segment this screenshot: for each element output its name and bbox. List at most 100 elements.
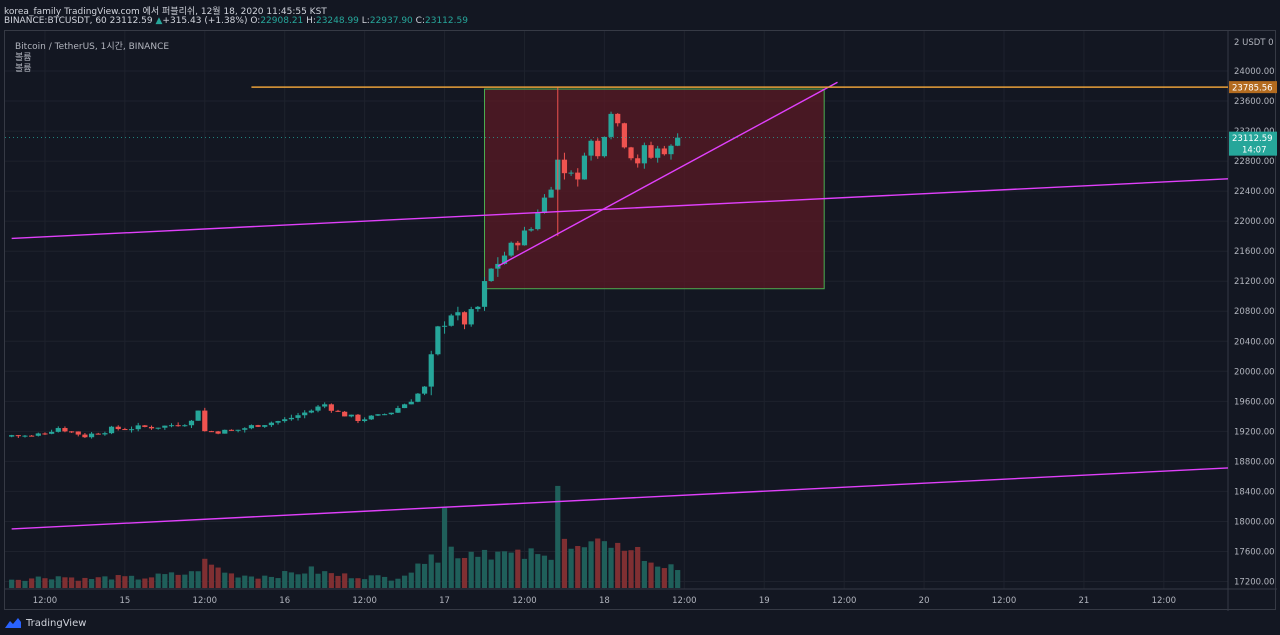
candle-body: [255, 425, 261, 427]
candle-body: [215, 431, 221, 434]
volume-bar: [461, 557, 468, 588]
y-tick-label: 22400.00: [1234, 187, 1275, 197]
volume-bar: [555, 485, 561, 588]
x-tick-label: 12:00: [193, 596, 218, 606]
resistance-price-tag: [1229, 81, 1277, 94]
candle-body: [448, 315, 454, 326]
candle-body: [268, 422, 274, 426]
volume-bar: [435, 562, 441, 588]
volume-bar: [601, 541, 607, 588]
volume-bar: [62, 577, 68, 588]
volume-bar: [355, 578, 361, 588]
close-label: C:: [415, 16, 425, 26]
volume-bar: [535, 554, 541, 588]
publish-info: korea_family TradingView.com 에서 퍼블리쉬, 12…: [4, 7, 327, 17]
volume-bar: [162, 574, 168, 588]
x-tick-label: 20: [919, 596, 930, 606]
volume-bar: [468, 551, 474, 588]
volume-bar: [388, 580, 394, 588]
candle-body: [195, 410, 201, 421]
volume-bar: [248, 576, 255, 588]
y-tick-label: 21600.00: [1234, 247, 1275, 257]
candle-body: [668, 145, 674, 155]
candle-body: [55, 428, 61, 432]
volume-bar: [155, 573, 161, 588]
volume-bar: [362, 579, 368, 588]
candle-body: [29, 435, 35, 437]
volume-bar: [122, 576, 128, 588]
x-tick-label: 12:00: [352, 596, 377, 606]
candle-body: [148, 426, 155, 429]
volume-bar: [135, 579, 141, 588]
y-tick-label: 18800.00: [1234, 457, 1275, 467]
volume-bar: [548, 559, 554, 588]
candle-body: [75, 431, 81, 435]
close-value: 23112.59: [425, 16, 468, 26]
candle-body: [348, 414, 354, 417]
candle-body: [441, 325, 448, 327]
last-price-label: 23112.59: [1232, 134, 1273, 144]
candle-body: [435, 326, 441, 355]
candle-body: [335, 410, 341, 412]
volume-bar: [375, 575, 381, 588]
brand-label: TradingView: [26, 617, 87, 629]
volume-bar: [608, 547, 614, 588]
candle-body: [641, 145, 647, 164]
volume-bar: [35, 576, 41, 588]
price-chart[interactable]: 17200.00 17600.00 18000.00 18400.00 18800.00…: [5, 31, 1277, 611]
volume-bar: [302, 573, 308, 588]
volume-bar: [395, 578, 401, 588]
y-tick-label: 18400.00: [1234, 487, 1275, 497]
volume-bar: [668, 564, 674, 588]
candle-body: [102, 433, 108, 435]
volume-bar: [495, 551, 501, 588]
candle-body: [468, 309, 474, 325]
candle-body: [202, 410, 208, 432]
volume-bar: [528, 548, 534, 588]
high-value: 23248.99: [315, 16, 359, 26]
volume-bar: [328, 573, 334, 588]
candle-body: [228, 429, 235, 431]
volume-bar: [335, 575, 341, 588]
volume-bar: [448, 546, 454, 588]
candle-body: [15, 435, 21, 437]
candle-body: [628, 147, 634, 159]
change-arrow-icon: ▲: [155, 16, 163, 26]
x-tick-label: 12:00: [33, 596, 58, 606]
candle-body: [362, 419, 368, 422]
candle-body: [342, 411, 348, 417]
candle-body: [388, 412, 394, 415]
volume-bar: [428, 554, 434, 588]
ohlc-line: BINANCE:BTCUSDT, 60 23112.59 ▲+315.43 (+…: [4, 16, 468, 26]
chart-area[interactable]: 17200.00 17600.00 18000.00 18400.00 18800.00…: [4, 30, 1277, 611]
volume-bar: [242, 575, 248, 588]
candle-body: [655, 148, 661, 158]
volume-bar: [128, 575, 135, 588]
candle-body: [415, 393, 421, 402]
drawn-rectangle: [484, 88, 825, 290]
open-label: O:: [250, 16, 261, 26]
candle-body: [182, 425, 188, 427]
volume-bar: [675, 570, 681, 588]
x-tick-label: 17: [439, 596, 450, 606]
candle-body: [475, 306, 481, 310]
candle-body: [508, 242, 514, 256]
candle-body: [315, 406, 321, 411]
volume-bar: [368, 575, 374, 588]
high-label: H:: [306, 16, 316, 26]
candle-body: [49, 431, 55, 434]
volume-bar: [148, 577, 155, 588]
volume-bar: [22, 580, 28, 588]
candle-body: [575, 172, 581, 180]
candle-body: [661, 148, 667, 155]
volume-bar: [382, 576, 388, 588]
volume-bar: [188, 571, 195, 588]
last-price-tag: [1229, 131, 1277, 156]
footer-brand[interactable]: TradingView: [4, 614, 86, 632]
volume-bar: [168, 572, 175, 588]
volume-bar: [515, 549, 521, 588]
change-value: +315.43 (+1.38%): [162, 16, 248, 26]
candle-body: [595, 140, 601, 157]
volume-bar: [15, 579, 21, 588]
candle-body: [82, 434, 88, 438]
